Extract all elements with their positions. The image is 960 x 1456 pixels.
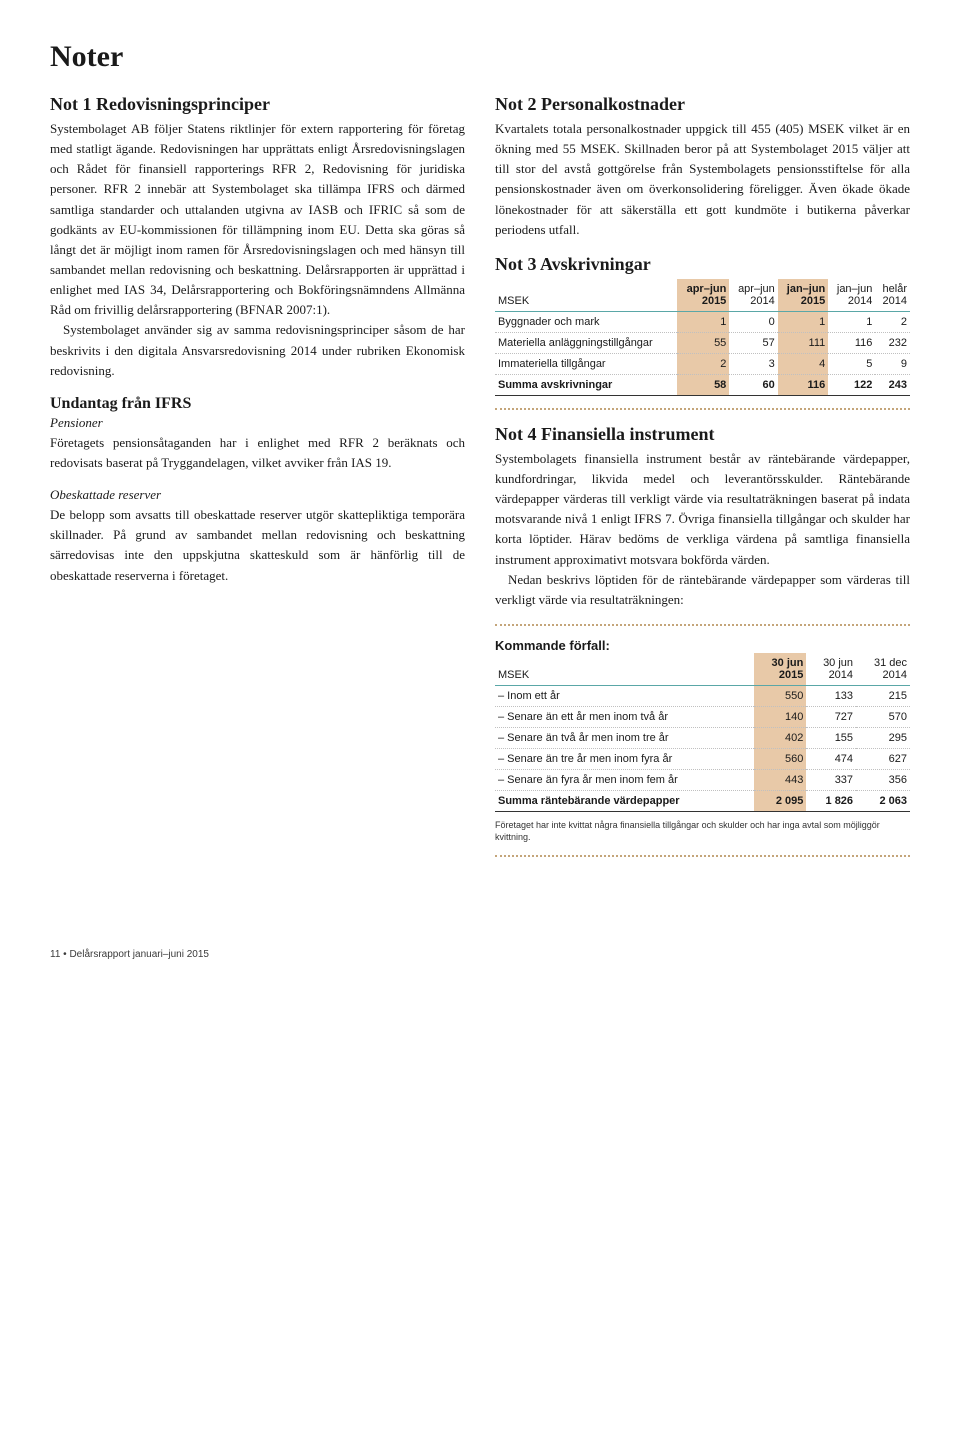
table-cell: 727 [806,706,856,727]
page-footer: 11 • Delårsrapport januari–juni 2015 [50,949,910,960]
table-col-header: 31 dec2014 [856,653,910,686]
table-col-header: 30 jun2015 [754,653,806,686]
table-sum-cell: 2 063 [856,790,910,811]
table-cell: 570 [856,706,910,727]
table-row-label: Immateriella tillgångar [495,353,677,374]
table-cell: 560 [754,748,806,769]
table-cell: 474 [806,748,856,769]
undantag-heading: Undantag från IFRS [50,395,465,413]
table-row-label: – Senare än två år men inom tre år [495,727,754,748]
table-cell: 155 [806,727,856,748]
not4-p2: Nedan beskrivs löptiden för de räntebära… [495,570,910,610]
table-col-header: apr–jun2015 [677,279,729,312]
not4-caption: Kommande förfall: [495,638,910,653]
not1-heading: Not 1 Redovisningsprinciper [50,94,465,115]
pensioner-label: Pensioner [50,415,465,431]
table-cell: 55 [677,332,729,353]
not4-footnote: Företaget har inte kvittat några finansi… [495,820,910,843]
right-column: Not 2 Personalkostnader Kvartalets total… [495,94,910,869]
table-cell: 356 [856,769,910,790]
table-row-label: Byggnader och mark [495,311,677,332]
not3-table: MSEKapr–jun2015apr–jun2014jan–jun2015jan… [495,279,910,396]
table-cell: 2 [677,353,729,374]
table-cell: 9 [875,353,910,374]
table-cell: 57 [729,332,777,353]
table-cell: 133 [806,685,856,706]
table-sum-cell: 243 [875,374,910,395]
table-cell: 627 [856,748,910,769]
table-col-header: jan–jun2014 [828,279,875,312]
table-cell: 4 [778,353,829,374]
table-row-label: – Senare än tre år men inom fyra år [495,748,754,769]
not4-table: MSEK30 jun201530 jun201431 dec2014 – Ino… [495,653,910,812]
table-cell: 140 [754,706,806,727]
divider [495,408,910,410]
not4-p1: Systembolagets finansiella instrument be… [495,449,910,570]
divider [495,855,910,857]
table-cell: 1 [778,311,829,332]
table-col-header: jan–jun2015 [778,279,829,312]
table-sum-cell: 2 095 [754,790,806,811]
obeskattade-text: De belopp som avsatts till obeskattade r… [50,505,465,586]
table-cell: 550 [754,685,806,706]
table-sum-cell: 1 826 [806,790,856,811]
not4-heading: Not 4 Finansiella instrument [495,424,910,445]
table-sum-cell: 122 [828,374,875,395]
table-cell: 3 [729,353,777,374]
divider [495,624,910,626]
not1-p2: Systembolaget använder sig av samma redo… [50,320,465,380]
table-col-header: helår2014 [875,279,910,312]
table-cell: 116 [828,332,875,353]
table-cell: 402 [754,727,806,748]
pensioner-text: Företagets pensionsåtaganden har i enlig… [50,433,465,473]
table-cell: 1 [828,311,875,332]
table-unit-label: MSEK [495,653,754,686]
left-column: Not 1 Redovisningsprinciper Systembolage… [50,94,465,869]
not2-heading: Not 2 Personalkostnader [495,94,910,115]
table-sum-cell: 60 [729,374,777,395]
not1-p1: Systembolaget AB följer Statens riktlinj… [50,119,465,320]
two-column-layout: Not 1 Redovisningsprinciper Systembolage… [50,94,910,869]
table-row-label: – Inom ett år [495,685,754,706]
table-unit-label: MSEK [495,279,677,312]
not2-text: Kvartalets totala personalkostnader uppg… [495,119,910,240]
page-title: Noter [50,40,910,74]
table-row-label: Materiella anläggningstillgångar [495,332,677,353]
table-col-header: apr–jun2014 [729,279,777,312]
table-cell: 295 [856,727,910,748]
not3-heading: Not 3 Avskrivningar [495,254,910,275]
table-row-label: – Senare än ett år men inom två år [495,706,754,727]
table-sum-label: Summa räntebärande värdepapper [495,790,754,811]
table-cell: 2 [875,311,910,332]
table-sum-label: Summa avskrivningar [495,374,677,395]
table-cell: 0 [729,311,777,332]
table-cell: 111 [778,332,829,353]
table-cell: 443 [754,769,806,790]
table-cell: 232 [875,332,910,353]
table-col-header: 30 jun2014 [806,653,856,686]
table-cell: 1 [677,311,729,332]
table-cell: 337 [806,769,856,790]
table-cell: 5 [828,353,875,374]
table-cell: 215 [856,685,910,706]
table-sum-cell: 116 [778,374,829,395]
table-row-label: – Senare än fyra år men inom fem år [495,769,754,790]
obeskattade-label: Obeskattade reserver [50,487,465,503]
table-sum-cell: 58 [677,374,729,395]
